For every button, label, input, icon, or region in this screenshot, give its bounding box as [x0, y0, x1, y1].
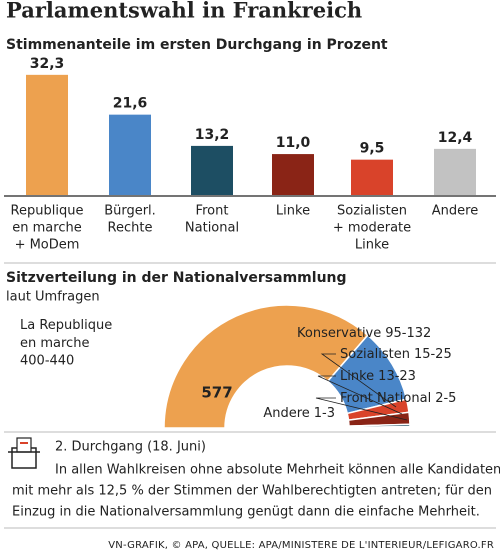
category-label: Andere — [432, 204, 478, 219]
value-label: 32,3 — [30, 56, 65, 72]
value-label: 12,4 — [438, 130, 473, 146]
range-label: 1-3 — [314, 406, 335, 421]
category-label: Rechte — [108, 221, 153, 236]
value-label: 13,2 — [195, 127, 230, 143]
range-label: 2-5 — [435, 391, 456, 406]
bar — [434, 148, 476, 195]
category-label: Front — [196, 204, 229, 219]
category-label: Sozialisten 15-25 — [340, 347, 452, 362]
category-label: Sozialisten — [337, 204, 407, 219]
category-label: Andere 1-3 — [263, 406, 335, 421]
bar-chart-title: Stimmenanteile im ersten Durchgang in Pr… — [6, 37, 388, 53]
category-label: National — [185, 221, 239, 236]
category-name: en marche — [20, 336, 89, 351]
donut-subtitle: laut Umfragen — [6, 290, 100, 305]
category-label: en marche — [12, 221, 81, 236]
category-name: Sozialisten — [340, 347, 410, 362]
leader-line — [317, 375, 403, 415]
category-label: en marche — [20, 336, 89, 351]
range-label: 15-25 — [414, 347, 452, 362]
bar — [272, 154, 314, 195]
range-label: 400-440 — [20, 354, 74, 369]
category-name: Front National — [340, 391, 431, 406]
page-title: Parlamentswahl in Frankreich — [6, 0, 362, 23]
category-label: Linke 13-23 — [340, 369, 416, 384]
leader-line — [315, 397, 408, 421]
bar — [26, 74, 68, 195]
range-label: 95-132 — [385, 326, 431, 341]
source: VN-GRAFIK, © APA, QUELLE: APA/MINISTERE … — [108, 540, 494, 551]
leader-line — [320, 353, 397, 408]
category-label: Linke — [355, 238, 389, 253]
category-label: + moderate — [333, 221, 411, 236]
note-heading: 2. Durchgang (18. Juni) — [55, 440, 206, 455]
category-name: Konservative — [297, 326, 381, 341]
value-label: 9,5 — [360, 141, 385, 157]
category-label: Bürgerl. — [104, 204, 156, 219]
category-name: La Republique — [20, 318, 112, 333]
category-label: Konservative 95-132 — [297, 326, 431, 341]
donut-title: Sitzverteilung in der Nationalversammlun… — [6, 270, 347, 286]
category-name: Andere — [263, 406, 309, 421]
seat-segment — [163, 304, 369, 429]
range-label: 13-23 — [378, 369, 416, 384]
bar — [351, 159, 393, 195]
bar — [191, 145, 233, 195]
total-label: 577 — [201, 384, 232, 402]
value-label: 21,6 — [113, 96, 148, 112]
note-line: mit mehr als 12,5 % der Stimmen der Wahl… — [12, 484, 492, 499]
seat-segment — [348, 425, 411, 429]
category-label: Republique — [11, 204, 84, 219]
ballot-icon — [8, 437, 40, 469]
category-label: La Republique — [20, 318, 112, 333]
category-label: Front National 2-5 — [340, 391, 456, 406]
category-label: Linke — [276, 204, 310, 219]
note-line: In allen Wahlkreisen ohne absolute Mehrh… — [55, 463, 500, 478]
note-line: Einzug in die Nationalversammlung genügt… — [12, 505, 480, 520]
category-name: Linke — [340, 369, 374, 384]
value-label: 11,0 — [276, 135, 311, 151]
bar — [109, 114, 151, 195]
category-label: + MoDem — [15, 238, 80, 253]
